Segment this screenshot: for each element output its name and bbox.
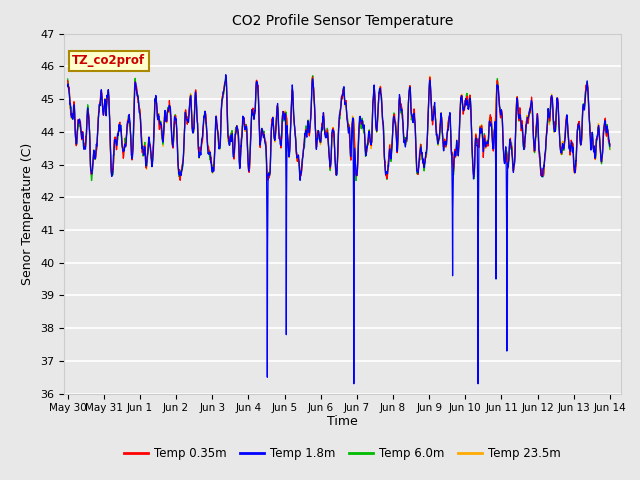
- Y-axis label: Senor Temperature (C): Senor Temperature (C): [22, 143, 35, 285]
- Text: TZ_co2prof: TZ_co2prof: [72, 54, 145, 67]
- X-axis label: Time: Time: [327, 415, 358, 428]
- Title: CO2 Profile Sensor Temperature: CO2 Profile Sensor Temperature: [232, 14, 453, 28]
- Legend: Temp 0.35m, Temp 1.8m, Temp 6.0m, Temp 23.5m: Temp 0.35m, Temp 1.8m, Temp 6.0m, Temp 2…: [119, 443, 566, 465]
